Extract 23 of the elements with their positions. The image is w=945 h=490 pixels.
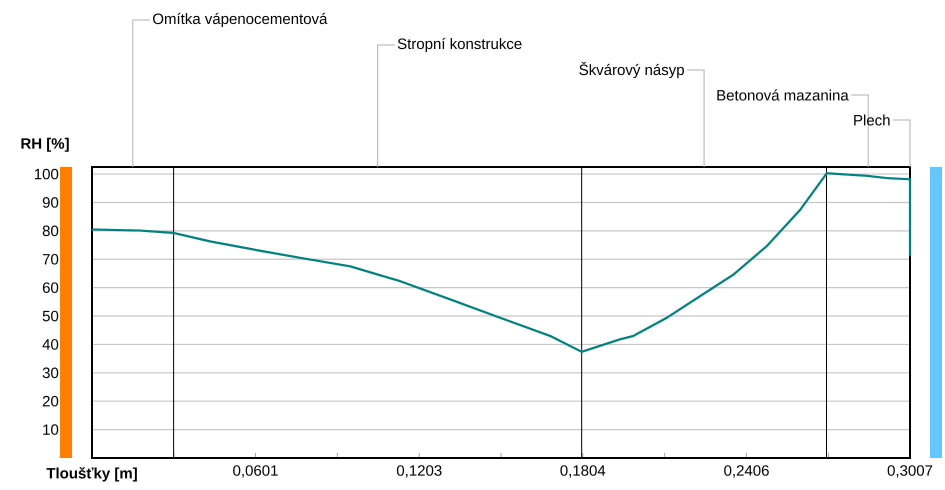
x-tick-label: 0,3007 [888,465,932,478]
y-tick-label: 60 [42,282,58,293]
y-tick-label: 80 [42,226,58,236]
x-tick-label: 0,0601 [233,465,278,478]
y-tick-label: 100 [34,168,58,180]
y-axis-title: RH [%] [21,138,69,152]
text: Stropní konstrukce [398,38,522,52]
y-tick-label: 40 [42,339,58,350]
y-tick-label: 90 [42,197,58,208]
y-tick-label: 50 [42,310,58,322]
line-series [90,172,912,353]
x-tick-label: 0,1804 [560,465,606,478]
y-tick-label: 10 [43,424,58,435]
text: Betonová mazanina [717,89,849,101]
y-tick-label: 30 [42,368,58,378]
y-tick-label: 70 [42,254,58,265]
y-tick-label: 20 [42,396,58,407]
x-tick-label: 0,1203 [396,465,442,478]
x-axis-title: Tloušťky [m] [46,467,137,482]
text: Plech [854,114,890,126]
text: Škvárový násyp [579,62,684,78]
text: Omítka vápenocementová [153,12,328,28]
x-tick-label: 0,2406 [724,465,769,478]
